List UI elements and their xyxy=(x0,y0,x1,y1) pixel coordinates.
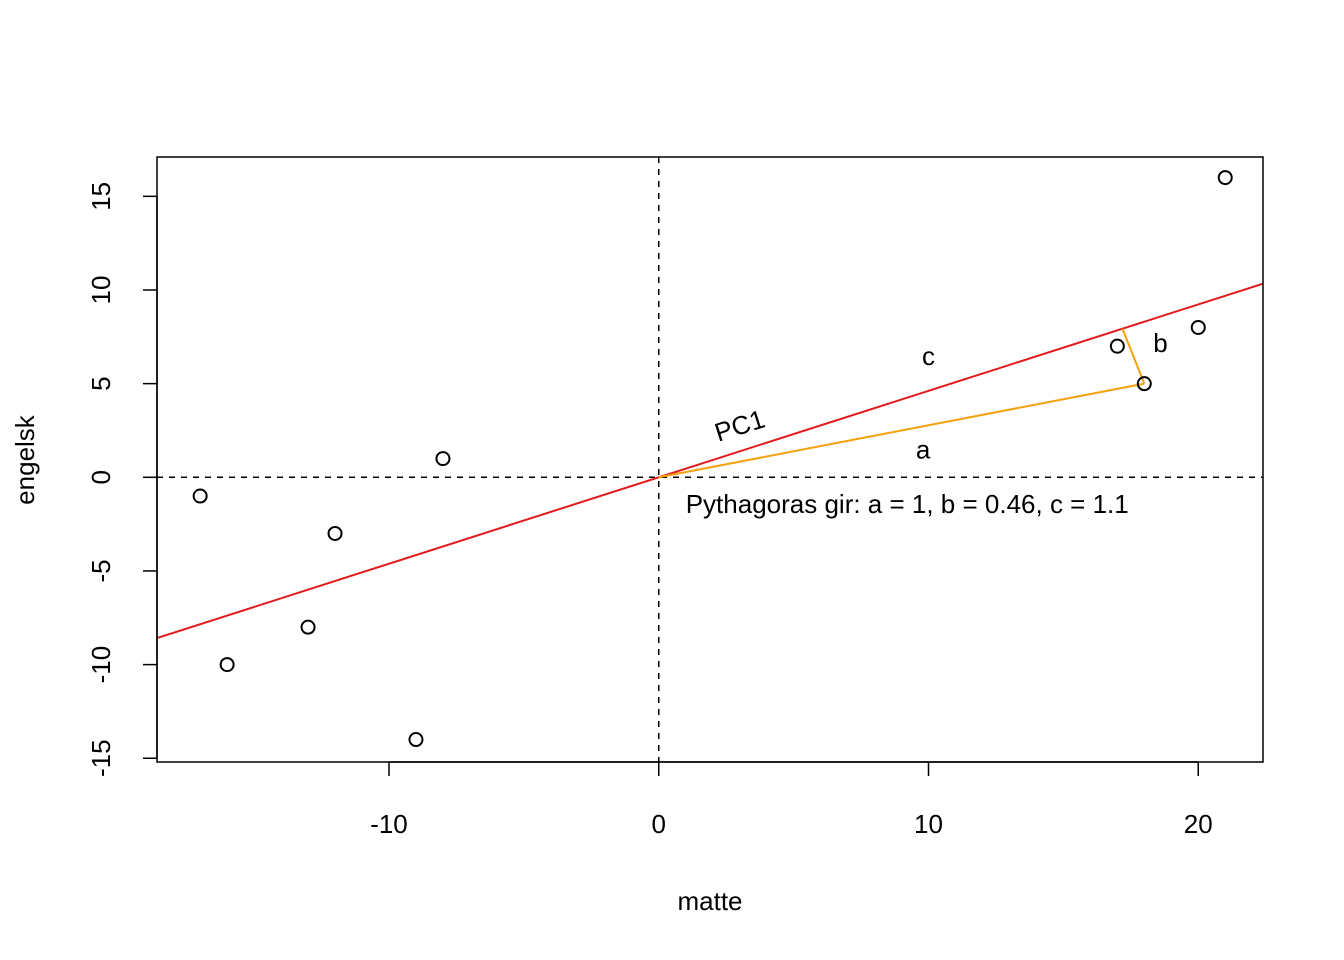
data-point xyxy=(435,451,451,467)
y-tick-label: -15 xyxy=(86,739,116,777)
x-tick-label: -10 xyxy=(370,809,408,839)
pc1-layer xyxy=(157,282,1263,640)
reference-lines xyxy=(157,157,1263,762)
data-point xyxy=(219,657,235,673)
annotation-layer: PC1 a b c Pythagoras gir: a = 1, b = 0.4… xyxy=(686,328,1168,519)
y-tick-label: 15 xyxy=(86,182,116,211)
triangle-label-c: c xyxy=(922,341,935,371)
x-axis: -10 0 10 20 xyxy=(370,761,1213,839)
triangle-side-b xyxy=(1121,328,1146,385)
data-point xyxy=(408,732,424,748)
data-point xyxy=(1109,338,1125,354)
y-tick-label: 5 xyxy=(86,376,116,390)
data-point xyxy=(1136,376,1152,392)
pc1-label: PC1 xyxy=(711,404,768,448)
plot-frame xyxy=(156,156,1264,763)
data-point xyxy=(327,525,343,541)
pc1-line xyxy=(157,282,1263,640)
x-tick-label: 20 xyxy=(1184,809,1213,839)
x-axis-title: matte xyxy=(677,886,742,916)
data-point xyxy=(1217,170,1233,186)
pythagoras-annotation: Pythagoras gir: a = 1, b = 0.46, c = 1.1 xyxy=(686,489,1129,519)
data-point xyxy=(300,619,316,635)
y-tick-label: -5 xyxy=(86,559,116,582)
triangle-label-b: b xyxy=(1153,328,1167,358)
x-tick-label: 0 xyxy=(652,809,666,839)
y-axis: -15 -10 -5 0 5 10 15 xyxy=(86,182,158,777)
data-point xyxy=(1190,319,1206,335)
y-tick-label: -10 xyxy=(86,646,116,684)
triangle-label-a: a xyxy=(916,435,931,465)
y-tick-label: 0 xyxy=(86,470,116,484)
y-axis-title: engelsk xyxy=(10,414,40,505)
x-tick-label: 10 xyxy=(914,809,943,839)
triangle-layer xyxy=(658,328,1146,479)
points-layer xyxy=(192,170,1233,748)
y-tick-label: 10 xyxy=(86,276,116,305)
triangle-side-a xyxy=(658,382,1145,479)
data-point xyxy=(192,488,208,504)
